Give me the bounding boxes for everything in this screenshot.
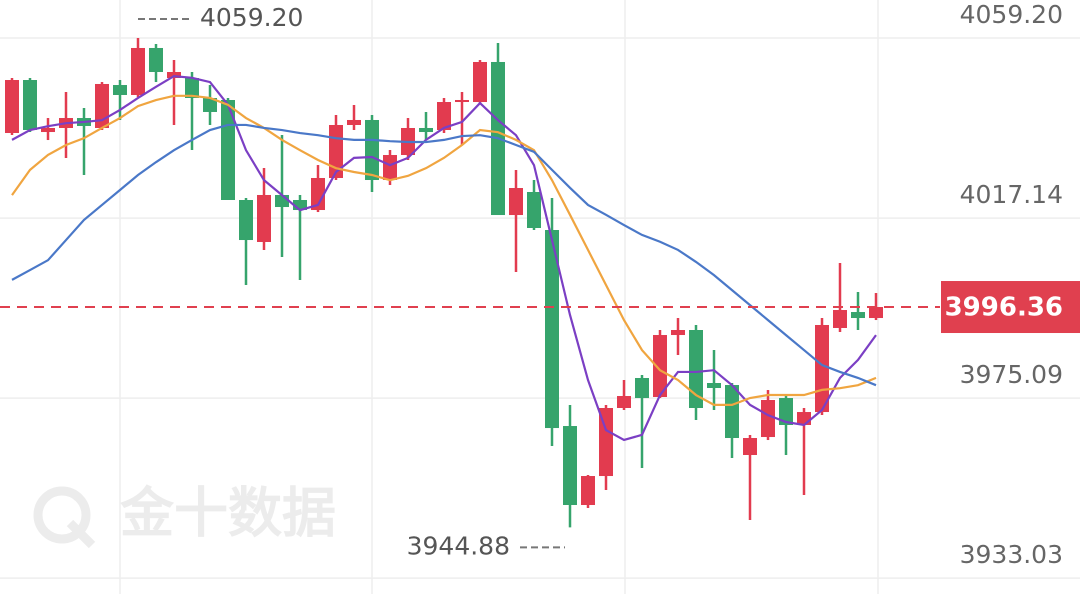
moving-average-line [11, 94, 877, 406]
min-label: 3944.88 [407, 531, 510, 560]
moving-average-line [11, 123, 877, 387]
logo-tail [66, 519, 96, 549]
candle-body [347, 119, 361, 125]
candle-body [725, 385, 739, 439]
candle-body [581, 476, 595, 506]
last-price-box [941, 281, 1080, 334]
candle-body [833, 310, 847, 328]
candle-body [113, 85, 127, 95]
last-price-label: 3996.36 [945, 293, 1063, 323]
candle-body [815, 324, 829, 413]
candle-body [257, 194, 271, 242]
watermark: 金十数据 [119, 482, 336, 545]
candle-body [671, 330, 685, 336]
watermark-logo [33, 486, 96, 549]
candle-body [5, 80, 19, 134]
candle-body [203, 97, 217, 112]
candle-body [509, 188, 523, 216]
max-label: 4059.20 [200, 3, 303, 32]
candle-body [149, 47, 163, 73]
y-tick-label: 4059.20 [960, 0, 1063, 29]
candle-body [167, 72, 181, 78]
candle-body [473, 61, 487, 103]
vertical-grid [119, 0, 879, 594]
candle-body [185, 77, 199, 98]
candle-body [455, 99, 469, 103]
candle-body [545, 230, 559, 429]
candle-body [527, 191, 541, 228]
candle-body [617, 396, 631, 409]
logo-ring [33, 486, 91, 544]
candle-body [41, 127, 55, 133]
candle-body [779, 398, 793, 425]
candle-body [275, 194, 289, 208]
moving-average-line [11, 74, 877, 442]
candle-body [563, 426, 577, 506]
y-tick-label: 3975.09 [960, 360, 1063, 389]
candle-body [419, 127, 433, 133]
candle-body [851, 312, 865, 319]
candle-body [797, 412, 811, 425]
candle-body [23, 80, 37, 131]
candle-body [365, 119, 379, 181]
candle-body [869, 307, 883, 319]
candle-body [653, 335, 667, 397]
candle-body [707, 383, 721, 389]
candle-body [239, 199, 253, 241]
candle-body [743, 438, 757, 456]
candle-body [383, 155, 397, 181]
y-tick-label: 3933.03 [960, 540, 1063, 569]
candle-body [437, 102, 451, 131]
candle-body [599, 408, 613, 477]
y-tick-label: 4017.14 [960, 180, 1063, 209]
candle-body [311, 177, 325, 211]
candle-body [761, 399, 775, 438]
candle-body [635, 377, 649, 399]
candle-body [131, 47, 145, 95]
candle-body [689, 330, 703, 409]
candle-body [293, 199, 307, 211]
